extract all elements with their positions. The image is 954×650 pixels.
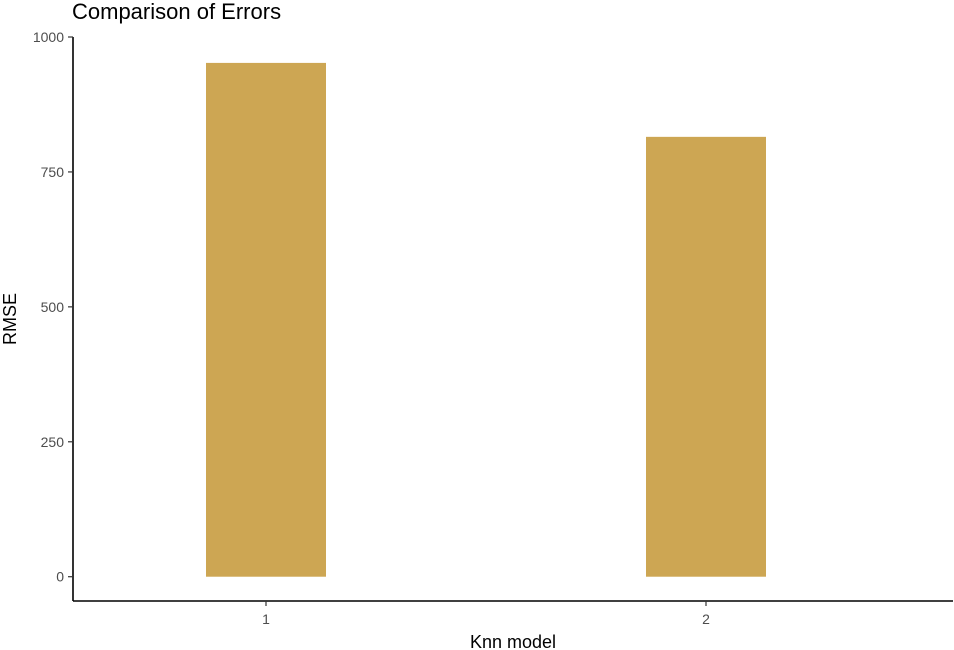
y-axis-title: RMSE <box>0 293 20 345</box>
bar-1 <box>206 62 326 577</box>
y-tick-label: 750 <box>41 164 65 180</box>
x-tick-label: 2 <box>702 611 710 627</box>
bar-2 <box>646 136 766 577</box>
x-tick-label: 1 <box>262 611 270 627</box>
plot-area: 0 250 500 750 1000 1 2 <box>33 29 953 627</box>
y-tick-label: 500 <box>41 299 65 315</box>
y-tick-label: 1000 <box>33 29 64 45</box>
chart-title: Comparison of Errors <box>72 0 281 24</box>
y-tick-label: 0 <box>56 569 64 585</box>
x-axis-title: Knn model <box>470 632 556 650</box>
y-tick-label: 250 <box>41 434 65 450</box>
